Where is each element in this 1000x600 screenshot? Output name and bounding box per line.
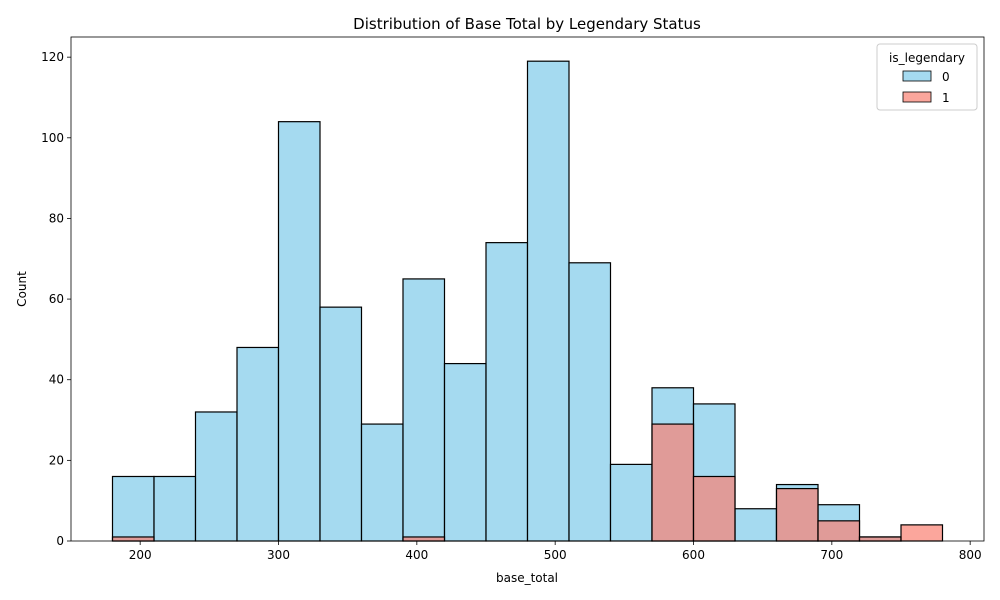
legend-swatch-0 [902, 70, 932, 82]
x-tick-label: 400 [405, 548, 428, 562]
bar-1-0 [111, 536, 155, 542]
y-tick-label: 40 [49, 373, 64, 387]
bar-0-5 [319, 306, 363, 542]
y-axis-ticks: 0 20 40 60 80 100 120 [41, 50, 71, 548]
bar-0-9 [485, 242, 529, 542]
series-1-bars [111, 423, 944, 542]
bar-0-15 [734, 508, 778, 542]
bar-0-11 [568, 262, 612, 542]
bar-0-3 [236, 346, 280, 542]
x-axis-label: base_total [496, 571, 558, 585]
bar-0-0 [111, 475, 155, 542]
x-tick-label: 500 [544, 548, 567, 562]
bar-0-10 [526, 60, 570, 542]
legend: is_legendary 0 1 [876, 43, 978, 111]
bar-0-4 [277, 121, 321, 542]
x-axis-ticks: 200 300 400 500 600 700 800 [129, 541, 982, 562]
y-axis-label: Count [15, 271, 29, 307]
legend-title: is_legendary [889, 51, 965, 65]
x-tick-label: 300 [267, 548, 290, 562]
x-tick-label: 700 [820, 548, 843, 562]
bar-0-12 [609, 463, 653, 542]
y-tick-label: 20 [49, 453, 64, 467]
bar-0-8 [443, 362, 487, 542]
bar-1-13 [651, 423, 695, 542]
y-tick-label: 100 [41, 131, 64, 145]
bar-0-7 [402, 278, 446, 542]
y-tick-label: 80 [49, 211, 64, 225]
plot-frame [70, 36, 985, 542]
bar-0-1 [153, 475, 197, 542]
bar-1-19 [900, 524, 944, 542]
legend-label-1: 1 [942, 91, 950, 105]
bar-1-18 [858, 536, 902, 542]
bar-1-17 [817, 520, 861, 542]
x-tick-label: 600 [682, 548, 705, 562]
bar-1-14 [692, 475, 736, 542]
bar-1-16 [775, 487, 819, 542]
x-tick-label: 800 [959, 548, 982, 562]
x-tick-label: 200 [129, 548, 152, 562]
bar-0-2 [194, 411, 238, 542]
series-0-bars [111, 60, 902, 542]
y-tick-label: 60 [49, 292, 64, 306]
bar-1-7 [402, 536, 446, 542]
chart-title: Distribution of Base Total by Legendary … [353, 15, 701, 33]
bar-0-6 [360, 423, 404, 542]
y-tick-label: 0 [56, 534, 64, 548]
legend-swatch-1 [902, 91, 932, 103]
legend-label-0: 0 [942, 70, 950, 84]
y-tick-label: 120 [41, 50, 64, 64]
